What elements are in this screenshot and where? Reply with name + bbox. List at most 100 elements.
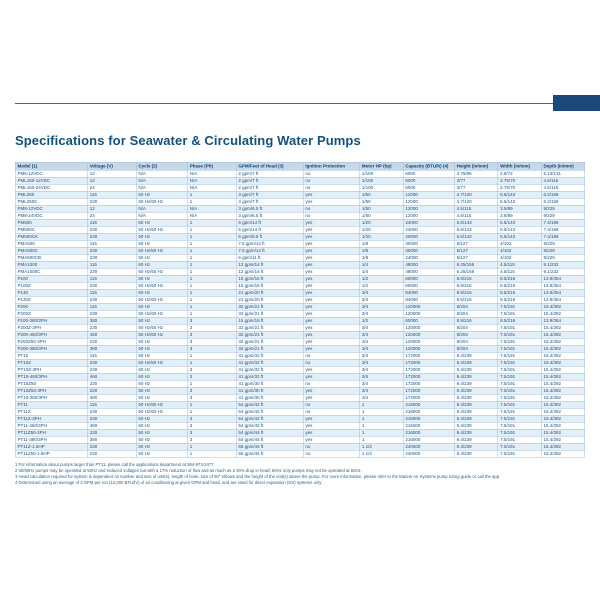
table-cell: 7.5/191 (497, 352, 542, 360)
table-cell: yes (302, 247, 360, 255)
table-cell: PT11 (15, 401, 88, 409)
table-cell: 3/4 (359, 331, 404, 339)
table-cell: 1 (187, 198, 237, 206)
table-row: PT11Z 230 50 Hz/60 Hz 1 54 gpm/42 ft no 1 21600… (15, 408, 585, 416)
table-cell: 220 (87, 450, 137, 458)
table-cell: 7.5/191 (497, 450, 542, 458)
table-cell: 50 Hz (135, 429, 188, 437)
table-cell: 50 Hz/60 Hz (135, 324, 188, 332)
table-cell: yes (302, 324, 360, 332)
spec-table-region: Model (1) Voltage (V) Cycle (2) Phase (Ph) G… (15, 162, 585, 486)
table-cell: 1 (187, 380, 237, 388)
table-cell: 3 (187, 331, 237, 339)
table-cell: 7.5/191 (497, 443, 542, 451)
table-cell: 60000 (402, 317, 455, 325)
table-cell: 120000 (402, 345, 455, 353)
table-cell: 230 (87, 282, 137, 290)
table-cell: 8.5/216 (497, 317, 542, 325)
table-cell: 54 gpm/44 ft (235, 436, 304, 444)
table-cell: 230 (87, 268, 137, 276)
table-cell: 41 gpm/30 ft (235, 387, 304, 395)
table-cell: 172000 (402, 394, 455, 402)
table-cell: 3/4 (359, 387, 404, 395)
table-cell: 3/4 (359, 303, 404, 311)
table-cell: 172000 (402, 359, 455, 367)
table-cell: 3/4 (359, 296, 404, 304)
table-cell: PML250C (15, 198, 88, 206)
table-cell: 9.4/239 (454, 380, 499, 388)
table-cell: 7.5/191 (497, 422, 542, 430)
table-cell: 9.4/239 (454, 401, 499, 409)
table-cell: 1/20 (359, 233, 404, 241)
table-cell: 15.4/392 (541, 303, 585, 311)
table-cell: 15.4/392 (541, 366, 585, 374)
table-cell: 9/229 (541, 205, 585, 213)
table-row: PMA500C 230 50 Hz/60 Hz 1 7.5 gpm/14 ft yes 1/… (15, 247, 585, 255)
table-cell: 230 (87, 359, 137, 367)
table-cell: 50 Hz/60 Hz (135, 296, 188, 304)
table-cell: 230 (87, 366, 137, 374)
table-cell: 1/50 (359, 205, 404, 213)
table-cell: no (302, 184, 360, 192)
table-cell: 8/204 (454, 310, 499, 318)
table-row: PT11 115 50 Hz/60 Hz 1 54 gpm/42 ft no 1 216000… (15, 401, 585, 409)
table-cell: 7.4/188 (541, 233, 585, 241)
table-cell: 6 gpm/14 ft (235, 219, 304, 227)
table-cell: 120000 (402, 303, 455, 311)
table-cell: 120000 (402, 310, 455, 318)
table-cell: 120000 (402, 338, 455, 346)
table-cell: 15.4/392 (541, 338, 585, 346)
table-cell: 9/229 (541, 247, 585, 255)
table-cell: PT10Z (15, 359, 88, 367)
table-cell: yes (302, 289, 360, 297)
table-row: PM8-12VDC 12 N/A N/A 3 gpm/6.5 ft no 1/50 12000… (15, 205, 585, 213)
table-cell: 15.4/392 (541, 387, 585, 395)
table-cell: 3 gpm/6.5 ft (235, 205, 304, 213)
table-cell: no (302, 359, 360, 367)
table-cell: 60 Hz (135, 352, 188, 360)
table-cell: 230 (87, 324, 137, 332)
table-cell: 3 (187, 324, 237, 332)
table-cell: 9/229 (541, 212, 585, 220)
table-cell: 60000 (402, 275, 455, 283)
table-cell: 9.4/239 (454, 436, 499, 444)
table-cell: PM8-24VDC (15, 212, 88, 220)
table-cell: 50 Hz (135, 380, 188, 388)
table-cell: yes (302, 387, 360, 395)
table-cell: 1 (187, 401, 237, 409)
table-cell: 3 (187, 436, 237, 444)
table-cell: 2.75/70 (497, 177, 542, 185)
table-cell: 32 gpm/21 ft (235, 303, 304, 311)
table-cell: 3/4 (359, 310, 404, 318)
table-cell: 15 gpm/16 ft (235, 317, 304, 325)
column-header: Motor HP (hp) (359, 162, 404, 171)
table-cell: 1 (359, 415, 404, 423)
table-cell: 41 gpm/32 ft (235, 359, 304, 367)
table-cell: PMA1000 (15, 261, 88, 269)
table-cell: 1/100 (359, 170, 404, 178)
table-cell: 3/4 (359, 338, 404, 346)
table-cell: yes (302, 415, 360, 423)
table-cell: PML150-24VDC (15, 184, 88, 192)
table-cell: 32 gpm/21 ft (235, 338, 304, 346)
table-cell: 460 (87, 373, 137, 381)
table-cell: 13.9/354 (541, 275, 585, 283)
table-cell: 7.5/191 (497, 310, 542, 318)
table-row: PML150-12VDC 12 N/A N/A 2 gpm/7 ft no 1/100 600… (15, 177, 585, 185)
table-cell: 6000 (402, 170, 455, 178)
table-cell: 3 gpm/6.5 ft (235, 212, 304, 220)
table-cell: 115 (87, 401, 137, 409)
table-cell: 172000 (402, 387, 455, 395)
column-header: Phase (Ph) (187, 162, 237, 171)
table-cell: 4/102 (497, 247, 542, 255)
table-cell: yes (302, 317, 360, 325)
table-cell: 65 gpm/44 ft (235, 443, 304, 451)
table-cell: 6 gpm/11 ft (235, 254, 304, 262)
table-cell: yes (302, 282, 360, 290)
table-cell: 9.4/239 (454, 352, 499, 360)
table-cell: 15.4/392 (541, 352, 585, 360)
table-cell: 1/8 (359, 247, 404, 255)
header-rule (15, 103, 600, 104)
table-cell: 15.4/392 (541, 310, 585, 318)
table-cell: 9/229 (541, 240, 585, 248)
